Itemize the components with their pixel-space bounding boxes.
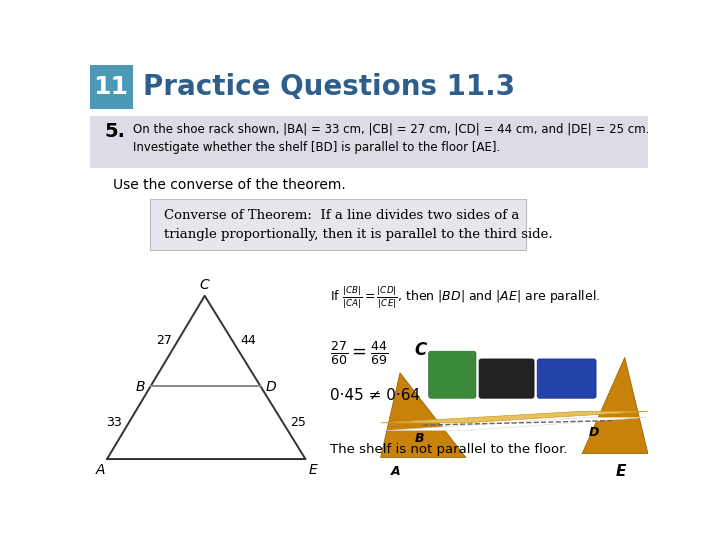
Text: 33: 33 <box>106 416 122 429</box>
Text: The shelf is not parallel to the floor.: The shelf is not parallel to the floor. <box>330 443 568 456</box>
Text: B: B <box>135 380 145 394</box>
Text: On the shoe rack shown, |BA| = 33 cm, |CB| = 27 cm, |CD| = 44 cm, and |DE| = 25 : On the shoe rack shown, |BA| = 33 cm, |C… <box>132 123 649 136</box>
Text: 44: 44 <box>240 334 256 347</box>
Text: If $\frac{|CB|}{|CA|} = \frac{|CD|}{|CE|}$, then $|BD|$ and $|AE|$ are parallel.: If $\frac{|CB|}{|CA|} = \frac{|CD|}{|CE|… <box>330 285 600 310</box>
Polygon shape <box>381 373 466 457</box>
Text: A: A <box>96 463 106 477</box>
FancyBboxPatch shape <box>428 351 476 398</box>
Text: 0·45 ≠ 0·64: 0·45 ≠ 0·64 <box>330 388 420 403</box>
Polygon shape <box>384 417 646 430</box>
Text: $\frac{27}{60} = \frac{44}{69}$: $\frac{27}{60} = \frac{44}{69}$ <box>330 340 389 368</box>
Text: Use the converse of the theorem.: Use the converse of the theorem. <box>113 178 346 192</box>
Text: C: C <box>414 341 426 359</box>
Text: 25: 25 <box>290 416 306 429</box>
Polygon shape <box>381 411 648 423</box>
Bar <box>90 65 132 110</box>
Text: E: E <box>616 464 626 479</box>
FancyBboxPatch shape <box>479 359 534 398</box>
FancyBboxPatch shape <box>150 199 526 249</box>
Text: D: D <box>266 380 276 394</box>
FancyBboxPatch shape <box>537 359 596 398</box>
Text: Practice Questions 11.3: Practice Questions 11.3 <box>143 73 515 101</box>
Text: Investigate whether the shelf [BD] is parallel to the floor [AE].: Investigate whether the shelf [BD] is pa… <box>132 141 500 154</box>
Text: 11: 11 <box>94 75 128 99</box>
Polygon shape <box>582 357 648 454</box>
Text: Converse of Theorem:  If a line divides two sides of a: Converse of Theorem: If a line divides t… <box>163 209 519 222</box>
Text: B: B <box>415 432 424 445</box>
Text: D: D <box>588 427 599 440</box>
Bar <box>90 65 648 110</box>
Text: triangle proportionally, then it is parallel to the third side.: triangle proportionally, then it is para… <box>163 228 552 241</box>
Text: A: A <box>391 465 401 478</box>
Bar <box>90 116 648 168</box>
Text: E: E <box>309 463 318 477</box>
Text: 27: 27 <box>156 334 172 347</box>
Text: 5.: 5. <box>104 122 125 140</box>
Text: C: C <box>200 278 210 292</box>
